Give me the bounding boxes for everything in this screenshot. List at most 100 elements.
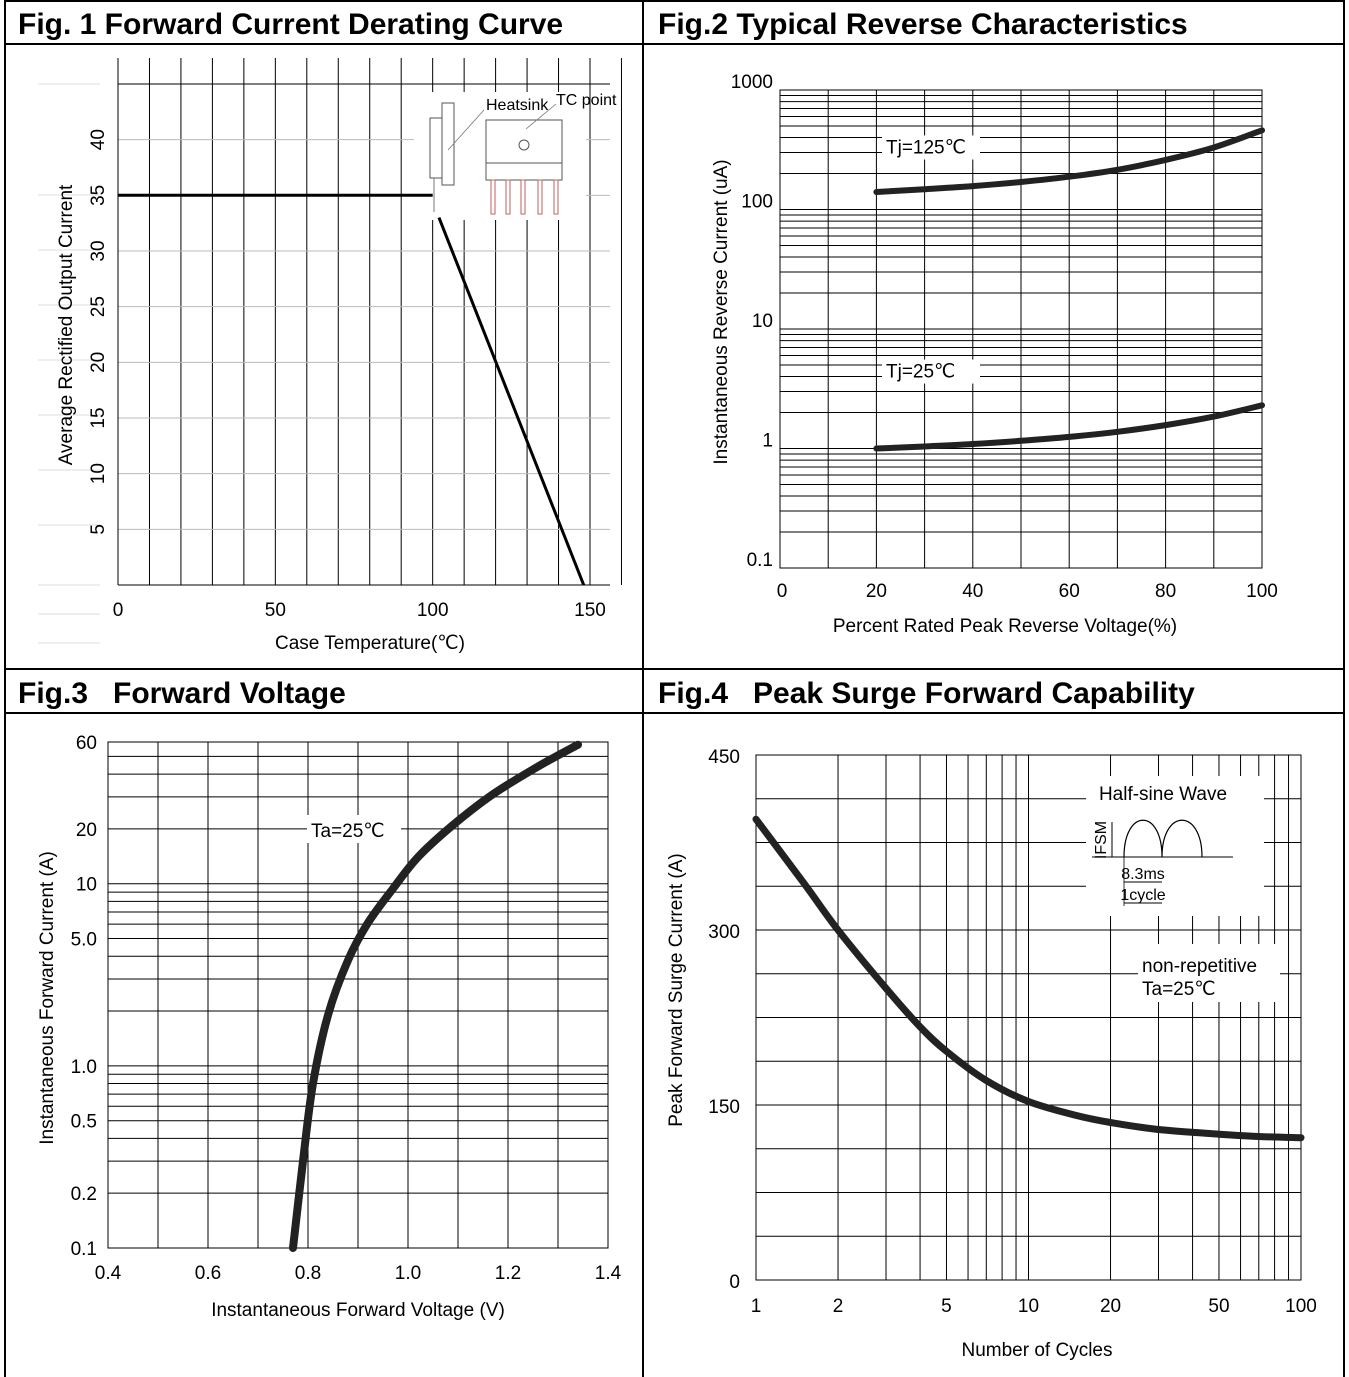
fig3-chart: 0.1 0.2 0.5 1.0 5.0 10 20 60 0.4 0.6 0.8 1.0 1.2 1.4 I…	[37, 733, 622, 1321]
fig3-ytick-label: 5.0	[71, 930, 97, 951]
fig1-title: Fig. 1 Forward Current Derating Curve	[18, 8, 563, 41]
fig4-xtick-label: 50	[1208, 1296, 1229, 1317]
fig2-series-label: Tj=25℃	[886, 362, 955, 383]
fig4-xlabel: Number of Cycles	[962, 1340, 1113, 1361]
fig3-annotation-bg	[307, 815, 401, 843]
fig3-annotation: Ta=25℃	[311, 821, 385, 842]
fig2-ytick-label: 100	[741, 192, 773, 213]
fig2-plot-frame	[779, 89, 1263, 569]
fig2-xtick-label: 100	[1246, 581, 1278, 602]
fig3-plot-frame	[107, 741, 609, 1249]
fig1-inset-lead	[537, 179, 543, 215]
fig2-series-line	[873, 127, 1265, 195]
fig4-annotation-line1: non-repetitive	[1142, 956, 1257, 977]
fig1-ytick-label: 25	[88, 296, 109, 317]
fig3-series-line	[289, 740, 582, 1252]
fig1-xlabel: Case Temperature(℃)	[275, 633, 465, 654]
fig1-inset-hole	[518, 139, 530, 151]
fig4-xtick-label: 10	[1018, 1296, 1039, 1317]
fig1-ylabel: Average Rectified Output Current	[56, 184, 77, 465]
fig2-chart: 0.1 1 10 100 1000 0 20 40 60 80 100 Percent Rated P…	[711, 72, 1278, 637]
fig4-inset-background	[1086, 776, 1264, 916]
fig4-inset-ifsm-label: IFSM	[1093, 821, 1110, 859]
fig2-ylabel: Instantaneous Reverse Current (uA)	[711, 159, 732, 464]
fig3-ytick-label: 10	[76, 875, 97, 896]
fig3-ytick-label: 0.1	[71, 1239, 97, 1260]
fig2-ytick-label: 10	[752, 311, 773, 332]
fig1-inset-lead	[490, 179, 496, 215]
fig4-chart: 0 150 300 450 1 2 5 10 20 50 100 Number of Cycles Pe…	[666, 747, 1317, 1361]
fig2-xtick-label: 20	[866, 581, 887, 602]
fig2-ytick-label: 1	[762, 431, 773, 452]
fig1-ytick-label: 10	[88, 463, 109, 484]
fig4-ytick-label: 0	[729, 1272, 740, 1293]
fig4-inset-wave	[1123, 819, 1203, 858]
fig1-inset-tc-label: TC point	[556, 92, 617, 109]
fig4-annotation-bg	[1138, 944, 1280, 1002]
fig1-chart: 5 10 15 20 25 30 35 40 0 50 100 150 Case Temperature…	[38, 58, 622, 654]
fig2-title: Fig.2 Typical Reverse Characteristics	[658, 8, 1188, 41]
fig2-xtick-label: 80	[1155, 581, 1176, 602]
fig1-xtick-label: 50	[265, 600, 286, 621]
fig3-xtick-label: 1.2	[495, 1263, 521, 1284]
fig2-series-label-bg	[882, 135, 980, 160]
fig4-title: Fig.4 Peak Surge Forward Capability	[658, 677, 1195, 710]
fig3-xtick-label: 0.4	[95, 1263, 122, 1284]
fig4-ytick-label: 450	[708, 747, 740, 768]
fig3-ytick-label: 20	[76, 820, 97, 841]
fig4-annotation-line2: Ta=25℃	[1142, 979, 1216, 1000]
fig4-xtick-label: 1	[751, 1296, 762, 1317]
fig1-inset-lead	[520, 179, 526, 215]
fig3-xtick-label: 1.4	[595, 1263, 622, 1284]
fig4-ylabel: Peak Forward Surge Current (A)	[666, 853, 687, 1127]
fig4-grid	[755, 754, 1302, 1281]
fig1-ytick-label: 5	[88, 524, 109, 535]
fig1-package-inset: Heatsink TC point	[414, 92, 617, 220]
fig4-plot-frame	[755, 754, 1302, 1281]
fig1-inset-background	[414, 92, 586, 220]
fig1-xtick-label: 100	[417, 600, 449, 621]
fig3-xtick-label: 0.8	[295, 1263, 321, 1284]
fig2-series-label-bg	[882, 359, 980, 384]
fig1-inset-lead	[553, 179, 559, 215]
fig1-ytick-label: 15	[88, 407, 109, 428]
fig1-series-derate	[437, 217, 586, 586]
fig3-grid	[107, 741, 609, 1249]
fig2-ytick-label: 0.1	[747, 550, 773, 571]
fig1-inset-leader-tc	[525, 103, 557, 130]
fig3-ytick-label: 0.5	[71, 1112, 97, 1133]
fig4-ytick-label: 150	[708, 1097, 740, 1118]
fig4-xtick-label: 5	[941, 1296, 952, 1317]
fig3-ylabel: Instantaneous Forward Current (A)	[37, 851, 58, 1145]
fig3-xtick-label: 0.6	[195, 1263, 221, 1284]
fig1-inset-heatsink-label: Heatsink	[486, 97, 549, 114]
fig4-halfsine-inset: Half-sine Wave IFSM 8.3ms 1cycle	[1086, 776, 1264, 916]
panel-borders	[4, 0, 1345, 1377]
fig2-xtick-label: 40	[962, 581, 983, 602]
fig1-ytick-label: 30	[88, 240, 109, 261]
fig4-ytick-label: 300	[708, 922, 740, 943]
fig4-inset-period-label: 1cycle	[1120, 887, 1165, 904]
fig3-ytick-label: 0.2	[71, 1184, 97, 1205]
fig2-xtick-label: 60	[1059, 581, 1080, 602]
fig1-xtick-label: 0	[113, 600, 124, 621]
fig4-inset-half-period-label: 8.3ms	[1121, 866, 1165, 883]
fig3-ytick-label: 60	[76, 733, 97, 754]
fig3-ytick-label: 1.0	[71, 1057, 97, 1078]
fig1-grid	[38, 58, 622, 644]
fig3-xlabel: Instantaneous Forward Voltage (V)	[211, 1300, 505, 1321]
fig1-ytick-label: 40	[88, 129, 109, 150]
fig3-title: Fig.3 Forward Voltage	[18, 677, 346, 710]
fig1-inset-side-body	[429, 117, 443, 179]
fig2-ytick-label: 1000	[731, 72, 773, 93]
fig3-xtick-label: 1.0	[395, 1263, 421, 1284]
fig2-series-label: Tj=125℃	[886, 137, 966, 158]
fig1-ytick-label: 35	[88, 185, 109, 206]
fig4-series-line	[752, 815, 1305, 1142]
fig2-xlabel: Percent Rated Peak Reverse Voltage(%)	[833, 616, 1177, 637]
fig1-ytick-label: 20	[88, 352, 109, 373]
fig4-xtick-label: 20	[1100, 1296, 1121, 1317]
fig2-grid	[779, 89, 1263, 569]
fig1-inset-lead	[505, 179, 511, 215]
